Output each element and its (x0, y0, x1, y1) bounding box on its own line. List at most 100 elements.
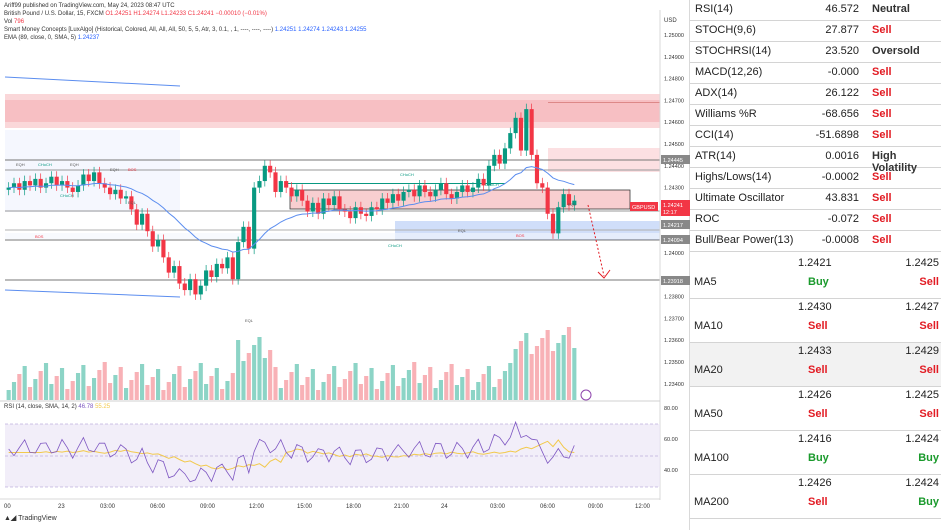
candle-body (257, 181, 262, 188)
candle-body (166, 257, 171, 273)
volume-bar (91, 378, 97, 400)
time-tick-label: 21:00 (394, 504, 410, 510)
volume-bar (156, 369, 161, 400)
ma-exp-action: Sell (919, 276, 939, 288)
indicator-action: Sell (872, 129, 892, 141)
chart-panel[interactable]: EQH CHoCH EQH BOS CHoCH EQH BOS EQL EQL CHoCH EQL B… (0, 0, 690, 530)
volume-bar (534, 346, 540, 400)
smc-label-9: CHoCH (388, 243, 402, 248)
indicator-row: RSI(14) 46.572 Neutral (690, 0, 941, 21)
indicator-value: 27.877 (825, 24, 859, 36)
volume-bar (268, 350, 273, 400)
ma-exp-value: 1.2429 (905, 345, 939, 357)
candle-body (70, 187, 75, 192)
price-tick-label: 1.24600 (664, 120, 684, 126)
smc-label-8: EQL (245, 318, 254, 323)
candle-body (91, 172, 97, 182)
volume-bar (124, 388, 129, 400)
candle-body (81, 174, 86, 186)
candle-body (65, 181, 70, 188)
ema-label: EMA (89, close, 0, SMA, 5) (4, 35, 77, 41)
ma-name: MA10 (694, 320, 723, 332)
candle-body (566, 194, 572, 206)
volume-bar (316, 390, 321, 400)
volume-bar (262, 358, 267, 400)
ma-row: MA5 1.2421 Buy 1.2425 Sell (690, 255, 941, 299)
tradingview-logo[interactable]: ▲◢ TradingView (4, 514, 57, 522)
ma-simple-action: Sell (808, 364, 828, 376)
time-tick-label: 23 (58, 504, 65, 510)
volume-bar (460, 377, 465, 400)
ma-simple-value: 1.2416 (798, 433, 832, 445)
ma-simple-action: Sell (808, 320, 828, 332)
ema-line[interactable]: EMA (89, close, 0, SMA, 5) 1.24237 (4, 35, 99, 41)
candle-body (529, 109, 534, 155)
volume-bar (86, 386, 91, 400)
ma-simple-action: Buy (808, 452, 829, 464)
candle-body (444, 183, 449, 195)
indicator-name: ATR(14) (695, 150, 736, 162)
rsi-header[interactable]: RSI (14, close, SMA, 14, 2) 46.78 55.25 (4, 404, 110, 410)
indicator-value: 26.122 (825, 87, 859, 99)
volume-bar (374, 389, 379, 400)
volume-bar (492, 387, 497, 400)
discount-zone (5, 233, 660, 239)
ma-name: MA5 (694, 276, 717, 288)
trendline (4, 289, 181, 298)
smc-line[interactable]: Smart Money Concepts [LuxAlgo] (Historic… (4, 27, 367, 33)
premium-zone (5, 130, 180, 212)
candle-body (97, 172, 102, 184)
volume-bar (481, 374, 486, 400)
candle-body (449, 194, 454, 199)
price-tick-label: 1.24800 (664, 77, 684, 83)
ma-exp-action: Sell (919, 408, 939, 420)
candle-body (278, 181, 283, 192)
volume-bar (342, 379, 347, 400)
price-tick-label: 1.24500 (664, 142, 684, 148)
volume-bar (6, 390, 11, 400)
candle-body (540, 183, 545, 188)
smc-label-6: BOS (128, 167, 137, 172)
volume-bar (145, 385, 150, 400)
volume-bar (566, 327, 572, 400)
candle-body (193, 279, 198, 295)
price-tag (661, 235, 690, 244)
ma-exp-value: 1.2427 (905, 301, 939, 313)
volume-bar (161, 390, 166, 400)
ma-name: MA200 (694, 496, 729, 508)
volume-bar (380, 381, 385, 400)
price-tag-label: 12:17 (663, 210, 677, 216)
candle-body (513, 117, 518, 134)
volume-bar (476, 382, 481, 400)
volume-bar (193, 371, 198, 400)
indicator-name: STOCH(9,6) (695, 24, 756, 36)
candle-body (518, 117, 524, 151)
smc-values: 1.24251 1.24274 1.24243 1.24255 (274, 27, 367, 33)
symbol-tag-label: GBPUSD (632, 205, 655, 211)
indicator-row: STOCH(9,6) 27.877 Sell (690, 21, 941, 42)
rsi-ma-line (8, 439, 575, 471)
volume-bar (278, 388, 283, 400)
volume-bar (444, 372, 449, 400)
smc-label-5: EQH (110, 167, 119, 172)
time-tick-label: 24 (441, 504, 448, 510)
volume-bar (417, 383, 422, 400)
smc-label-2: EQH (70, 162, 79, 167)
volume-bar (177, 366, 182, 400)
candle-body (556, 207, 561, 234)
volume-bar (11, 382, 17, 400)
indicator-row: Highs/Lows(14) -0.0002 Sell (690, 168, 941, 189)
candle-body (107, 187, 113, 195)
candle-body (470, 187, 476, 192)
candle-body (150, 231, 155, 247)
price-chart[interactable]: EQH CHoCH EQH BOS CHoCH EQH BOS EQL EQL CHoCH EQL B… (0, 0, 690, 530)
volume-bar (348, 371, 353, 400)
volume-bar (513, 349, 518, 400)
tradingview-icon: ▲◢ (4, 515, 17, 522)
candle-body (385, 198, 390, 203)
indicator-action: Neutral (872, 3, 910, 15)
indicator-value: 0.0016 (825, 150, 859, 162)
candle-body (284, 181, 289, 188)
smc-label: Smart Money Concepts [LuxAlgo] (Historic… (4, 27, 274, 33)
ma-exp-action: Buy (918, 452, 939, 464)
